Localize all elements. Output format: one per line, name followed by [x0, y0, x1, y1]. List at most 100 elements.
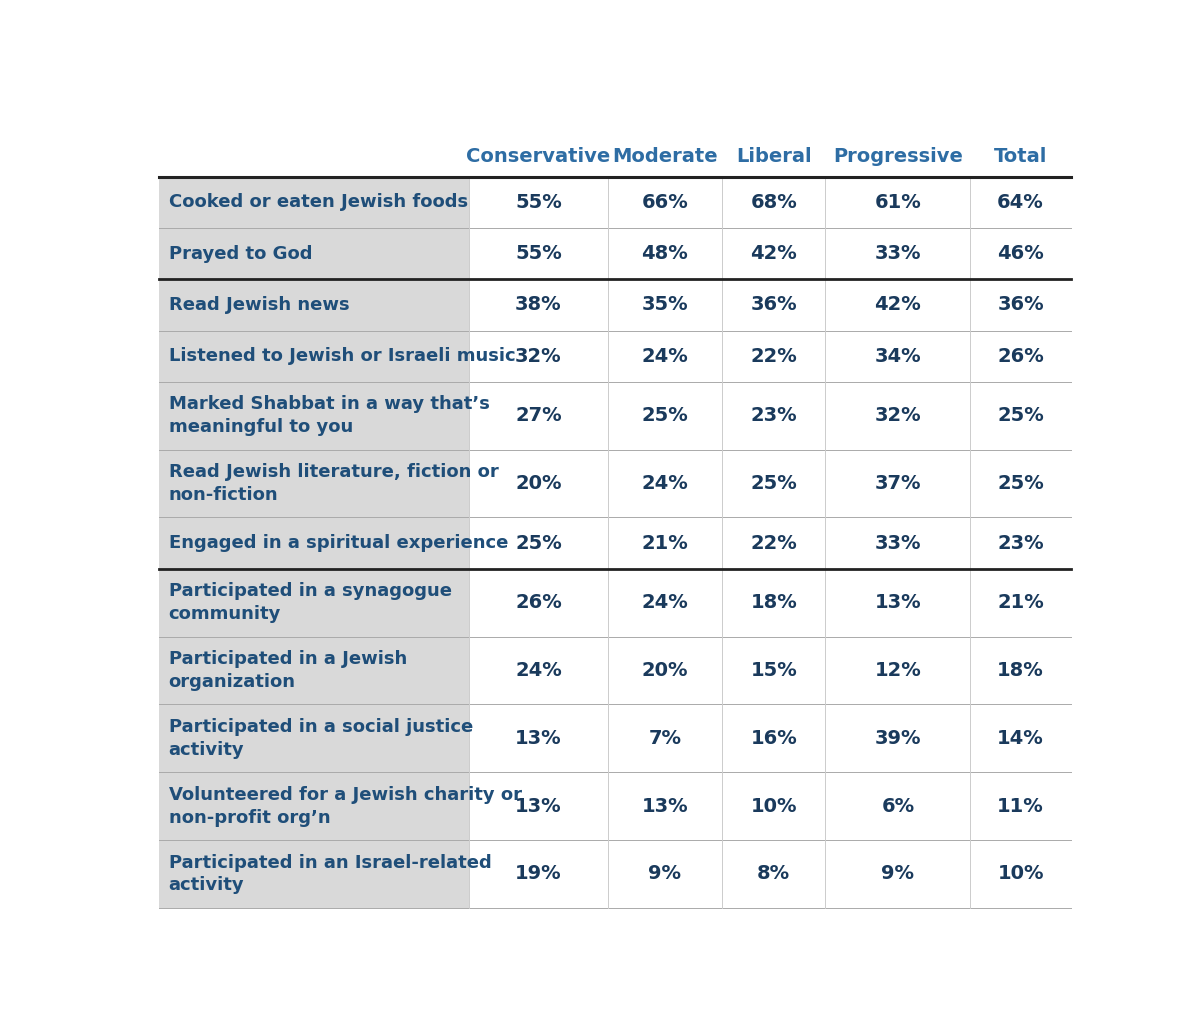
Bar [160, 518, 1070, 569]
Bar [826, 330, 971, 382]
Bar [826, 382, 971, 450]
Bar [469, 228, 607, 279]
Bar [722, 330, 826, 382]
Text: 37%: 37% [875, 474, 922, 493]
Bar [607, 569, 722, 637]
Bar [160, 279, 1070, 330]
Bar [607, 772, 722, 840]
Bar [826, 450, 971, 518]
Bar [971, 705, 1070, 772]
Text: 25%: 25% [997, 474, 1044, 493]
Bar [160, 840, 1070, 908]
Bar [160, 382, 1070, 450]
Text: 18%: 18% [750, 593, 797, 612]
Text: 32%: 32% [515, 347, 562, 365]
Text: 25%: 25% [750, 474, 797, 493]
Text: 23%: 23% [997, 534, 1044, 553]
Text: 24%: 24% [642, 347, 689, 365]
Bar [971, 772, 1070, 840]
Bar [971, 840, 1070, 908]
Text: 27%: 27% [515, 406, 562, 425]
Bar [160, 637, 1070, 705]
Bar [722, 177, 826, 228]
Bar [971, 518, 1070, 569]
Bar [826, 772, 971, 840]
Bar [469, 382, 607, 450]
Bar [160, 136, 1070, 177]
Bar [971, 637, 1070, 705]
Text: 15%: 15% [750, 661, 797, 680]
Bar [971, 279, 1070, 330]
Text: 34%: 34% [875, 347, 922, 365]
Text: Marked Shabbat in a way that’s
meaningful to you: Marked Shabbat in a way that’s meaningfu… [168, 395, 490, 436]
Text: 19%: 19% [515, 864, 562, 884]
Text: 13%: 13% [515, 729, 562, 748]
Text: 26%: 26% [997, 347, 1044, 365]
Bar [469, 569, 607, 637]
Text: 9%: 9% [648, 864, 682, 884]
Text: 48%: 48% [642, 244, 689, 263]
Bar [826, 228, 971, 279]
Text: 24%: 24% [642, 593, 689, 612]
Text: Moderate: Moderate [612, 146, 718, 166]
Bar [469, 705, 607, 772]
Bar [607, 637, 722, 705]
Text: 39%: 39% [875, 729, 922, 748]
Bar [607, 450, 722, 518]
Bar [607, 177, 722, 228]
Text: 25%: 25% [642, 406, 689, 425]
Bar [971, 228, 1070, 279]
Bar [607, 279, 722, 330]
Text: Participated in an Israel-related
activity: Participated in an Israel-related activi… [168, 853, 491, 894]
Bar [722, 637, 826, 705]
Bar [607, 518, 722, 569]
Bar [826, 705, 971, 772]
Text: Read Jewish literature, fiction or
non-fiction: Read Jewish literature, fiction or non-f… [168, 463, 498, 504]
Text: 42%: 42% [875, 295, 922, 315]
Text: 18%: 18% [997, 661, 1044, 680]
Text: Cooked or eaten Jewish foods: Cooked or eaten Jewish foods [168, 193, 468, 211]
Text: 24%: 24% [642, 474, 689, 493]
Text: 13%: 13% [875, 593, 922, 612]
Bar [826, 177, 971, 228]
Bar [160, 228, 1070, 279]
Text: 22%: 22% [750, 534, 797, 553]
Text: 33%: 33% [875, 244, 922, 263]
Text: 46%: 46% [997, 244, 1044, 263]
Text: Listened to Jewish or Israeli music: Listened to Jewish or Israeli music [168, 347, 515, 365]
Text: 20%: 20% [515, 474, 562, 493]
Text: Participated in a Jewish
organization: Participated in a Jewish organization [168, 650, 407, 690]
Bar [826, 279, 971, 330]
Bar [469, 637, 607, 705]
Bar [722, 772, 826, 840]
Text: 6%: 6% [881, 796, 914, 816]
Bar [469, 330, 607, 382]
Text: Participated in a social justice
activity: Participated in a social justice activit… [168, 718, 473, 758]
Text: 10%: 10% [750, 796, 797, 816]
Text: Read Jewish news: Read Jewish news [168, 296, 349, 314]
Text: 61%: 61% [875, 193, 922, 212]
Text: Conservative: Conservative [467, 146, 611, 166]
Text: 55%: 55% [515, 244, 562, 263]
Bar [722, 518, 826, 569]
Bar [469, 450, 607, 518]
Text: 55%: 55% [515, 193, 562, 212]
Text: 35%: 35% [642, 295, 689, 315]
Text: Liberal: Liberal [736, 146, 811, 166]
Text: 64%: 64% [997, 193, 1044, 212]
Bar [607, 382, 722, 450]
Bar [469, 279, 607, 330]
Bar [971, 330, 1070, 382]
Text: 9%: 9% [881, 864, 914, 884]
Text: 20%: 20% [642, 661, 688, 680]
Text: 13%: 13% [642, 796, 689, 816]
Text: 14%: 14% [997, 729, 1044, 748]
Bar [722, 450, 826, 518]
Text: 68%: 68% [750, 193, 797, 212]
Bar [826, 840, 971, 908]
Text: 66%: 66% [642, 193, 689, 212]
Bar [469, 772, 607, 840]
Bar [160, 330, 1070, 382]
Text: 10%: 10% [997, 864, 1044, 884]
Bar [971, 569, 1070, 637]
